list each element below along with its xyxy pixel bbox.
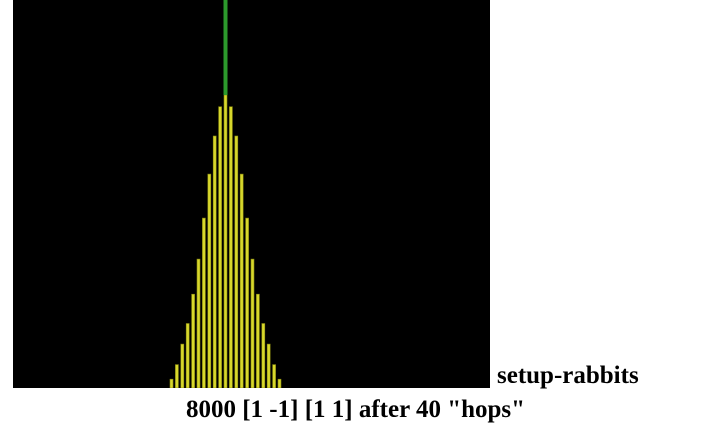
histogram-bar [272, 364, 276, 388]
histogram-plot [13, 0, 490, 388]
histogram-bar [185, 323, 190, 388]
histogram-bar [202, 217, 206, 388]
simulation-caption: 8000 [1 -1] [1 1] after 40 "hops" [185, 396, 526, 423]
histogram-bar [218, 106, 222, 388]
histogram-bar [256, 293, 260, 388]
histogram-bar [245, 217, 249, 388]
bars-group [169, 94, 282, 388]
histogram-bar [191, 293, 195, 388]
setup-rabbits-label: setup-rabbits [497, 362, 639, 389]
histogram-bar [196, 258, 201, 388]
histogram-bar [261, 323, 266, 388]
histogram-bar [250, 258, 255, 388]
histogram-bar [229, 106, 233, 388]
histogram-bar [277, 378, 282, 388]
histogram-bar [207, 173, 212, 388]
histogram-bar [175, 364, 179, 388]
histogram-bar [266, 343, 271, 388]
histogram-bar [169, 378, 174, 388]
histogram-bar [212, 135, 217, 388]
histogram-bar [239, 173, 244, 388]
histogram-bar [223, 94, 228, 388]
simulation-view [13, 0, 490, 388]
histogram-bar [180, 343, 185, 388]
histogram-bar [234, 135, 239, 388]
